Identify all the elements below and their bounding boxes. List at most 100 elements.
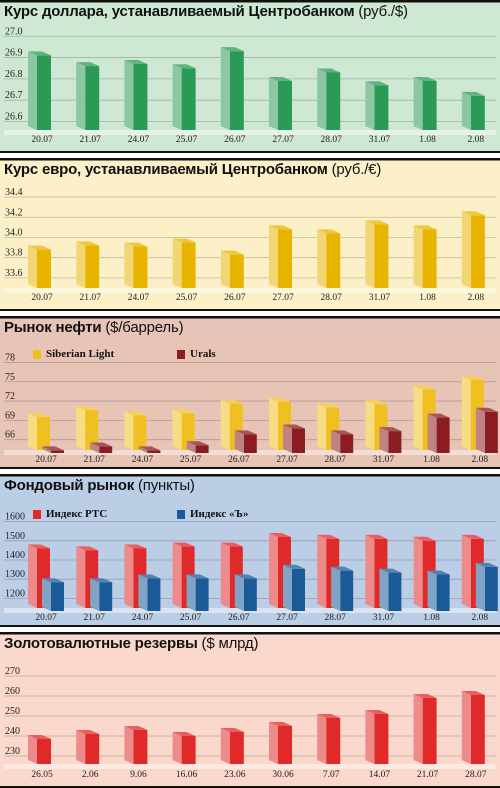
eur-rate-chart: 34.4 34.2 34.0 33.8 33.6 20.07 21.07 24.07 25.07… <box>0 158 500 311</box>
bar-side <box>124 242 134 288</box>
x-tick-label: 27.07 <box>276 455 298 465</box>
bar-side <box>365 81 375 130</box>
x-axis-labels: 20.07 21.07 24.07 25.07 26.07 27.07 28.07 31.07… <box>31 293 484 303</box>
bar-side <box>427 413 437 453</box>
bar-front <box>470 95 485 130</box>
oil-market-unit: ($/баррель) <box>105 319 184 336</box>
bar-side <box>124 544 134 608</box>
bar <box>461 91 485 130</box>
bar-top <box>76 62 100 67</box>
bar <box>124 242 148 288</box>
bar <box>317 68 341 130</box>
bar <box>28 735 51 764</box>
bar-front <box>133 415 147 450</box>
bars <box>28 211 485 288</box>
legend-kommersant-index: Индекс «Ъ» <box>177 508 248 520</box>
bar <box>365 710 389 764</box>
bar-front <box>340 434 354 453</box>
bar <box>220 250 244 288</box>
panel-top-rule <box>0 158 500 161</box>
siberian-light-swatch <box>33 349 41 359</box>
x-tick-label: 20.07 <box>31 135 53 145</box>
bar-front <box>229 254 244 288</box>
bar-top <box>475 562 498 567</box>
bar <box>269 722 292 764</box>
bar <box>475 562 498 611</box>
y-tick-label: 1600 <box>5 512 25 523</box>
bar-top <box>283 424 305 429</box>
x-tick-label: 26.07 <box>228 455 250 465</box>
bar-side <box>76 241 86 288</box>
bar-front <box>436 574 450 611</box>
legend-urals: Urals <box>177 348 216 360</box>
x-tick-label: 20.07 <box>35 455 57 465</box>
bar-top <box>220 47 244 52</box>
oil-market-panel: 78 75 72 69 66 20.07 21.07 24.07 25.07 26.07 27.07… <box>0 316 500 469</box>
bar-side <box>42 578 51 611</box>
x-tick-label: 2.08 <box>471 613 488 623</box>
x-tick-label: 31.07 <box>369 293 391 303</box>
bar-side <box>317 403 327 450</box>
bar-front <box>181 68 196 130</box>
bar-front <box>51 450 64 453</box>
panel-top-rule <box>0 474 500 477</box>
usd-rate-chart: 27.0 26.9 26.8 26.7 26.6 20.07 21.07 24.07 25.07… <box>0 0 500 153</box>
bar-top <box>28 544 50 549</box>
bar-top <box>413 536 436 541</box>
bar-side <box>413 694 423 764</box>
bar-top <box>317 403 340 408</box>
bar-top <box>427 413 450 418</box>
panel-bottom-rule <box>0 786 500 788</box>
bar-front <box>388 572 402 611</box>
bar-side <box>76 62 86 130</box>
panel-top-rule <box>0 0 500 3</box>
bar-top <box>76 730 100 734</box>
bar-side <box>413 77 423 130</box>
bar-top <box>172 542 195 547</box>
stock-market-unit: (пункты) <box>138 477 195 494</box>
bar <box>138 574 161 611</box>
bar-side <box>475 562 485 611</box>
bar-top <box>220 399 243 404</box>
bar-side <box>331 430 341 453</box>
bar-side <box>269 397 278 450</box>
bar-top <box>234 430 257 435</box>
x-tick-label: 21.07 <box>80 135 102 145</box>
usd-rate-unit: (руб./$) <box>358 3 408 20</box>
bar <box>413 225 437 288</box>
bar-front <box>374 224 389 288</box>
y-tick-label: 27.0 <box>5 26 23 37</box>
bar <box>90 578 113 611</box>
x-tick-label: 2.08 <box>471 455 488 465</box>
bar <box>269 77 292 130</box>
bar-side <box>186 574 196 611</box>
y-axis-ticks: 270 260 250 240 230 <box>5 666 20 757</box>
bar-front <box>326 72 341 130</box>
y-axis-ticks: 1600 1500 1400 1300 1200 <box>5 512 25 600</box>
bar-top <box>331 566 354 571</box>
usd-rate-title-text: Курс доллара, устанавливаемый Центробанк… <box>4 3 355 20</box>
bar-side <box>461 534 471 608</box>
bar-top <box>220 728 244 732</box>
bar <box>76 406 99 450</box>
stock-market-title-text: Фондовый рынок <box>4 477 135 494</box>
y-axis-ticks: 27.0 26.9 26.8 26.7 26.6 <box>5 26 23 122</box>
bar-front <box>278 726 292 764</box>
bar-front <box>37 249 51 288</box>
bar-top <box>413 225 437 230</box>
oil-market-chart: 78 75 72 69 66 20.07 21.07 24.07 25.07 26.07 27.07… <box>0 316 500 469</box>
y-tick-label: 230 <box>5 746 20 757</box>
bar <box>365 220 389 288</box>
x-tick-label: 26.07 <box>224 135 246 145</box>
x-axis-labels: 20.07 21.07 24.07 25.07 26.07 27.07 28.07 31.07… <box>35 455 488 465</box>
bar-top <box>124 726 148 730</box>
bar <box>379 427 402 453</box>
oil-market-title-text: Рынок нефти <box>4 319 102 336</box>
bar-top <box>138 574 161 579</box>
bar-side <box>138 574 148 611</box>
bar-front <box>436 417 450 453</box>
rts-index-label: Индекс РТС <box>46 508 108 520</box>
bar-front <box>278 81 292 130</box>
bars <box>28 47 485 130</box>
x-tick-label: 24.07 <box>132 613 154 623</box>
